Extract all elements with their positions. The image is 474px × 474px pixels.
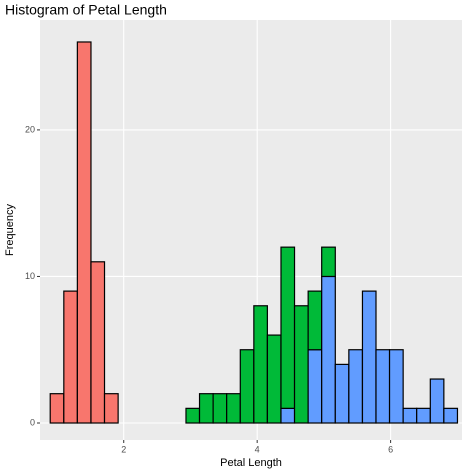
histogram-bar (293, 305, 309, 424)
histogram-bar (429, 378, 445, 424)
y-tick-label: 10 (25, 271, 35, 281)
x-axis-title: Petal Length (220, 457, 282, 469)
y-tick-label: 20 (25, 124, 35, 134)
histogram-bar (361, 290, 377, 424)
histogram-bar (388, 349, 404, 424)
x-tick-label: 6 (388, 444, 393, 454)
histogram-bar (280, 246, 296, 409)
histogram-bar (334, 363, 350, 424)
histogram-bar (375, 349, 391, 424)
histogram-bar (402, 407, 418, 424)
y-tick-label: 0 (30, 417, 35, 427)
histogram-bar (239, 349, 255, 424)
histogram-bar (266, 334, 282, 424)
histogram-bar (253, 305, 268, 424)
histogram-bar (280, 407, 296, 424)
histogram-bar (198, 393, 214, 424)
histogram-bar (63, 290, 78, 424)
histogram-bar (307, 349, 323, 424)
histogram-bar (76, 41, 92, 424)
histogram-bar (90, 261, 106, 424)
x-tick-label: 4 (255, 444, 260, 454)
histogram-bar (49, 393, 65, 424)
histogram-bar (226, 393, 241, 424)
histogram-bar (416, 407, 431, 424)
y-axis-title: Frequency (4, 204, 16, 256)
chart-title: Histogram of Petal Length (5, 2, 167, 18)
histogram-bar (443, 407, 459, 424)
histogram-bar (307, 290, 323, 351)
histogram-bar (348, 349, 364, 424)
histogram-bar (185, 407, 201, 424)
histogram-bar (103, 393, 119, 424)
histogram-bar (321, 275, 336, 424)
x-tick-label: 2 (121, 444, 126, 454)
histogram-bar (212, 393, 228, 424)
histogram-bar (321, 246, 336, 278)
